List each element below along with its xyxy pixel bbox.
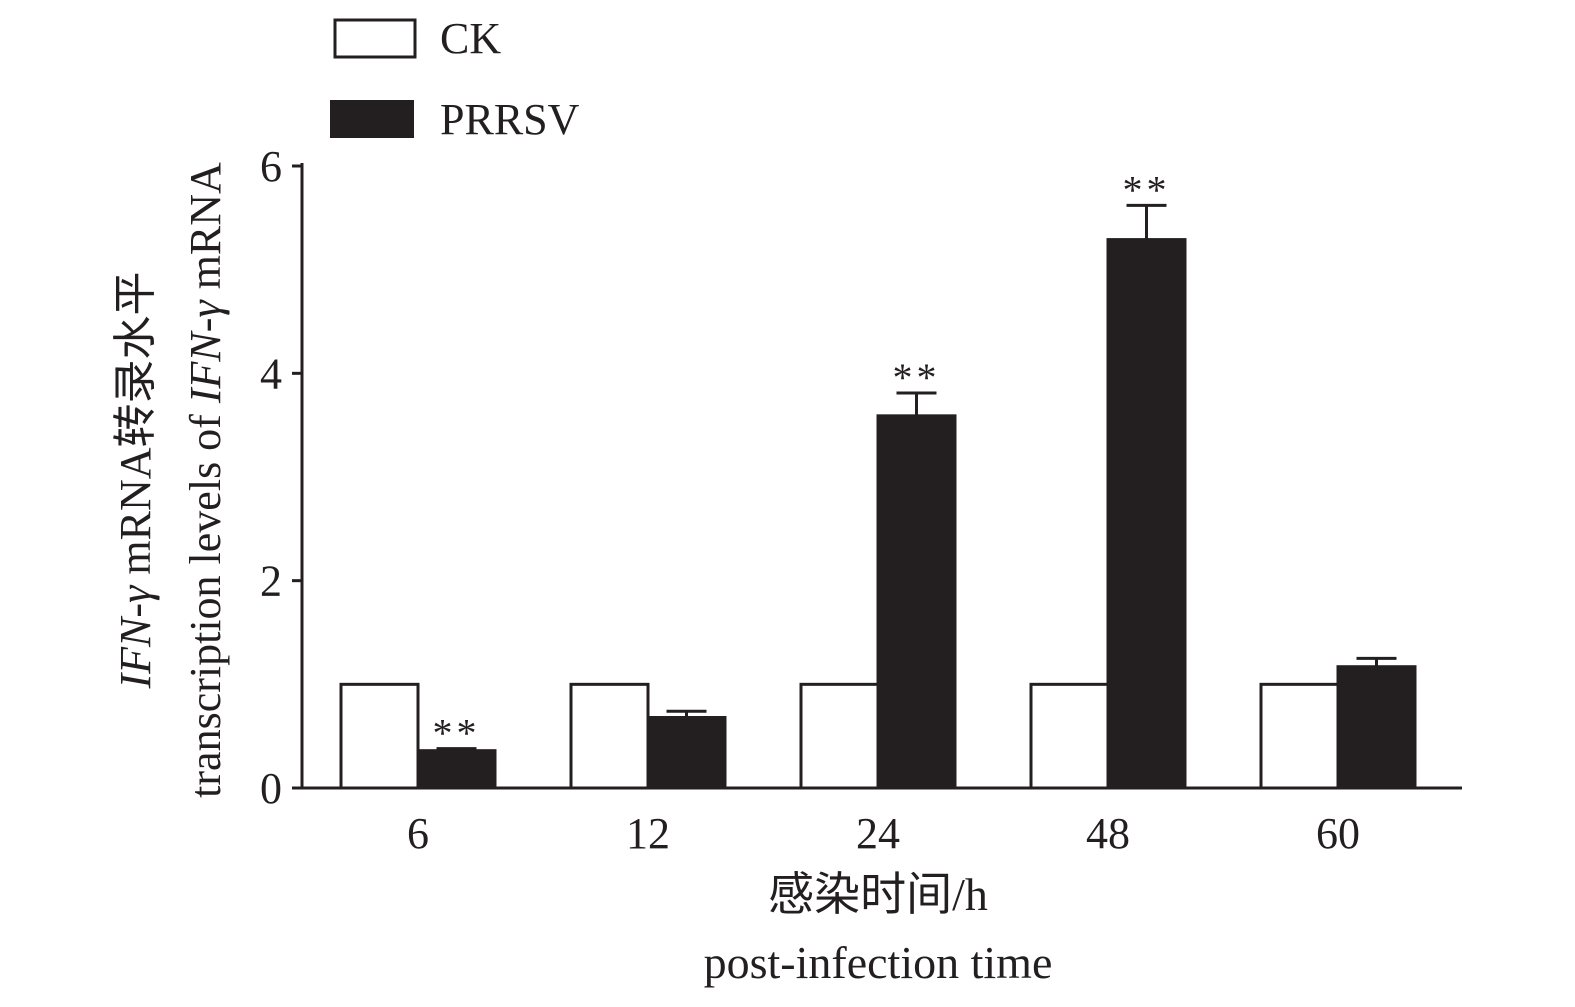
bar-prrsv-24: [876, 414, 957, 790]
x-tick-label: 12: [626, 809, 670, 858]
bar-ck-12: [569, 682, 650, 790]
x-tick-label: 24: [856, 809, 900, 858]
y-tick-label: 2: [260, 557, 282, 606]
bar-ck-24: [799, 682, 880, 790]
bar-prrsv-48: [1106, 238, 1187, 790]
x-tick-label: 60: [1316, 809, 1360, 858]
significance-marker: **: [433, 711, 481, 756]
y-axis-title-cn: IFN-γ mRNA转录水平: [111, 272, 160, 690]
bar-ck-6: [339, 682, 420, 790]
y-tick-label: 6: [260, 142, 282, 191]
bar-prrsv-12: [646, 716, 727, 790]
y-tick-label: 0: [260, 764, 282, 813]
y-axis-title-en: transcription levels of IFN-γ mRNA: [181, 162, 230, 798]
legend-swatch-ck: [333, 18, 417, 59]
bar-prrsv-6: [416, 749, 497, 790]
x-axis-title-cn: 感染时间/h: [768, 869, 988, 920]
legend: CK PRRSV: [330, 14, 580, 144]
y-axis-title: IFN-γ mRNA转录水平 transcription levels of I…: [111, 162, 230, 798]
y-tick-label: 4: [260, 349, 282, 398]
significance-marker: **: [1123, 167, 1171, 212]
bar-ck-48: [1029, 682, 1110, 790]
legend-label-prrsv: PRRSV: [440, 95, 580, 144]
x-tick-label: 6: [407, 809, 429, 858]
x-axis-title-en: post-infection time: [704, 937, 1053, 988]
legend-label-ck: CK: [440, 14, 501, 63]
x-tick-label: 48: [1086, 809, 1130, 858]
bar-ck-60: [1259, 682, 1340, 790]
significance-marker: **: [893, 355, 941, 400]
legend-swatch-prrsv: [330, 100, 414, 138]
bar-prrsv-60: [1336, 665, 1417, 790]
